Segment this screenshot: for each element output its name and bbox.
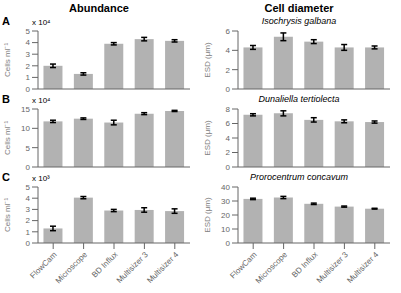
svg-text:10: 10 xyxy=(221,225,230,234)
svg-text:6: 6 xyxy=(226,27,231,36)
html-text:A: A xyxy=(2,15,10,27)
svg-text:0: 0 xyxy=(26,85,31,93)
svg-text:15: 15 xyxy=(21,105,30,114)
svg-text:3: 3 xyxy=(26,50,31,59)
svg-text:5: 5 xyxy=(26,183,31,192)
svg-text:Microscope: Microscope xyxy=(254,250,290,286)
svg-text:ESD (μm): ESD (μm) xyxy=(203,120,212,156)
svg-text:10: 10 xyxy=(21,124,30,133)
svg-text:BD Influx: BD Influx xyxy=(290,250,319,279)
svg-text:5: 5 xyxy=(26,27,31,36)
svg-text:ESD (μm): ESD (μm) xyxy=(203,197,212,233)
html-text:B: B xyxy=(2,93,10,105)
svg-text:4: 4 xyxy=(26,38,31,47)
svg-text:Multisizer 3: Multisizer 3 xyxy=(115,250,150,285)
svg-text:8: 8 xyxy=(226,105,231,114)
svg-text:Microscope: Microscope xyxy=(54,250,90,286)
svg-text:2: 2 xyxy=(26,62,31,71)
html-text:Cell diameter: Cell diameter xyxy=(264,2,334,14)
html-text:Isochrysis galbana: Isochrysis galbana xyxy=(261,16,337,26)
svg-text:4: 4 xyxy=(226,46,231,55)
html-text:x 10⁴: x 10⁴ xyxy=(32,18,51,27)
svg-text:2: 2 xyxy=(26,216,31,225)
svg-text:5: 5 xyxy=(26,144,31,153)
svg-text:Multisizer 3: Multisizer 3 xyxy=(315,250,350,285)
svg-text:Multisizer 4: Multisizer 4 xyxy=(145,250,180,285)
svg-text:20: 20 xyxy=(221,211,230,220)
svg-text:0: 0 xyxy=(226,85,231,93)
svg-text:30: 30 xyxy=(221,197,230,206)
svg-text:0: 0 xyxy=(226,163,231,171)
svg-text:3: 3 xyxy=(26,205,31,214)
svg-text:1: 1 xyxy=(26,228,31,237)
svg-text:Cells ml⁻¹: Cells ml⁻¹ xyxy=(8,198,12,232)
svg-text:ESD (μm): ESD (μm) xyxy=(203,42,212,78)
svg-text:Multisizer 4: Multisizer 4 xyxy=(345,250,380,285)
svg-text:40: 40 xyxy=(221,183,230,192)
svg-text:Cells ml⁻¹: Cells ml⁻¹ xyxy=(8,43,12,77)
svg-text:FlowCam: FlowCam xyxy=(228,250,258,280)
html-text:C: C xyxy=(2,171,10,183)
html-text:x 10³: x 10³ xyxy=(32,174,50,183)
svg-text:0: 0 xyxy=(26,163,31,171)
svg-text:0: 0 xyxy=(226,239,231,248)
svg-text:1: 1 xyxy=(26,73,31,82)
html-text:Dunaliella tertiolecta: Dunaliella tertiolecta xyxy=(258,94,340,104)
svg-text:BD Influx: BD Influx xyxy=(90,250,119,279)
svg-text:FlowCam: FlowCam xyxy=(28,250,58,280)
svg-text:4: 4 xyxy=(26,194,31,203)
svg-text:4: 4 xyxy=(226,134,231,143)
html-text:Prorocentrum concavum: Prorocentrum concavum xyxy=(250,172,348,182)
svg-text:6: 6 xyxy=(226,119,231,128)
svg-text:0: 0 xyxy=(26,239,31,248)
html-text:Abundance: Abundance xyxy=(69,2,129,14)
svg-text:2: 2 xyxy=(226,148,231,157)
html-text:x 10⁴: x 10⁴ xyxy=(32,96,51,105)
svg-text:Cells ml⁻¹: Cells ml⁻¹ xyxy=(8,121,12,155)
svg-text:2: 2 xyxy=(226,66,231,75)
